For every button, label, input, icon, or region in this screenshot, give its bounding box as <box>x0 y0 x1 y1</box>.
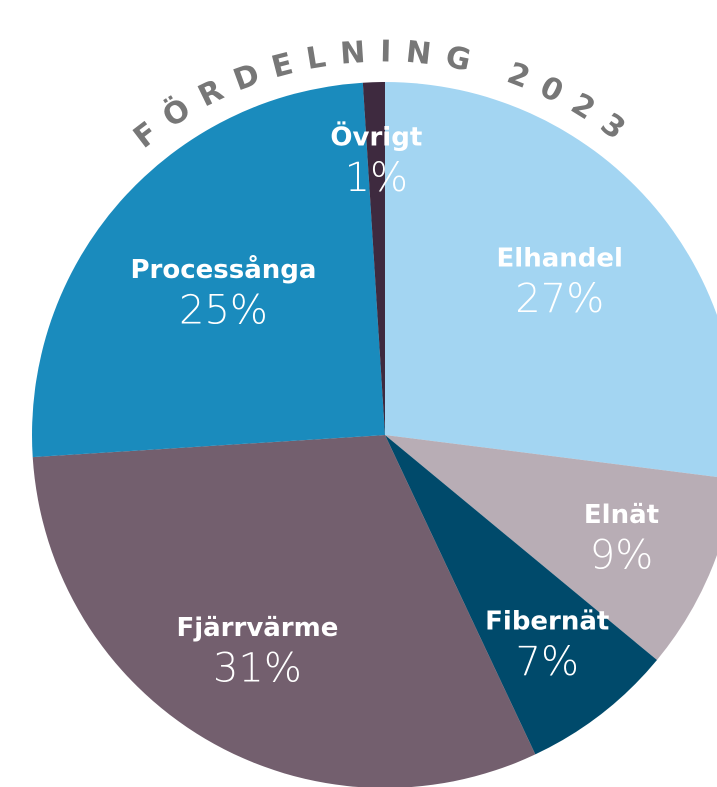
slice-name: Elnät <box>584 500 659 530</box>
pie <box>31 82 717 787</box>
slice <box>32 435 536 787</box>
slice <box>385 82 717 477</box>
slice-name: Fjärrvärme <box>176 613 338 643</box>
slice-value-label: 1% <box>345 155 408 201</box>
slice-value-label: 31% <box>213 646 302 692</box>
slice-name: Elhandel <box>497 243 623 273</box>
slice <box>385 435 717 661</box>
slice-value-label: 27% <box>515 276 604 322</box>
slice-value-label: 25% <box>179 288 268 334</box>
slice-value-label: 7% <box>516 639 579 685</box>
slice-value-label: 9% <box>590 532 653 578</box>
slice-name: Fibernät <box>485 607 609 637</box>
slice <box>31 82 385 458</box>
slice-name: Processånga <box>131 253 317 285</box>
slice <box>385 435 657 755</box>
slice-name: Övrigt <box>330 119 422 152</box>
slice <box>362 82 385 435</box>
